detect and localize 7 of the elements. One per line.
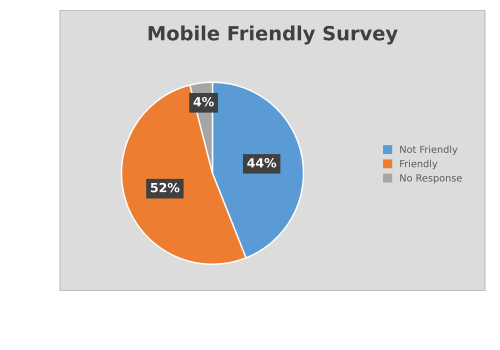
data-label: 44%	[247, 158, 276, 168]
legend-label: Not Friendly	[400, 146, 458, 155]
data-label: 52%	[150, 182, 180, 192]
data-label: 4%	[194, 97, 214, 106]
legend-label: Friendly	[400, 160, 438, 170]
chart-title: Mobile Friendly Survey	[148, 26, 398, 44]
legend-label: No Response	[400, 174, 462, 184]
